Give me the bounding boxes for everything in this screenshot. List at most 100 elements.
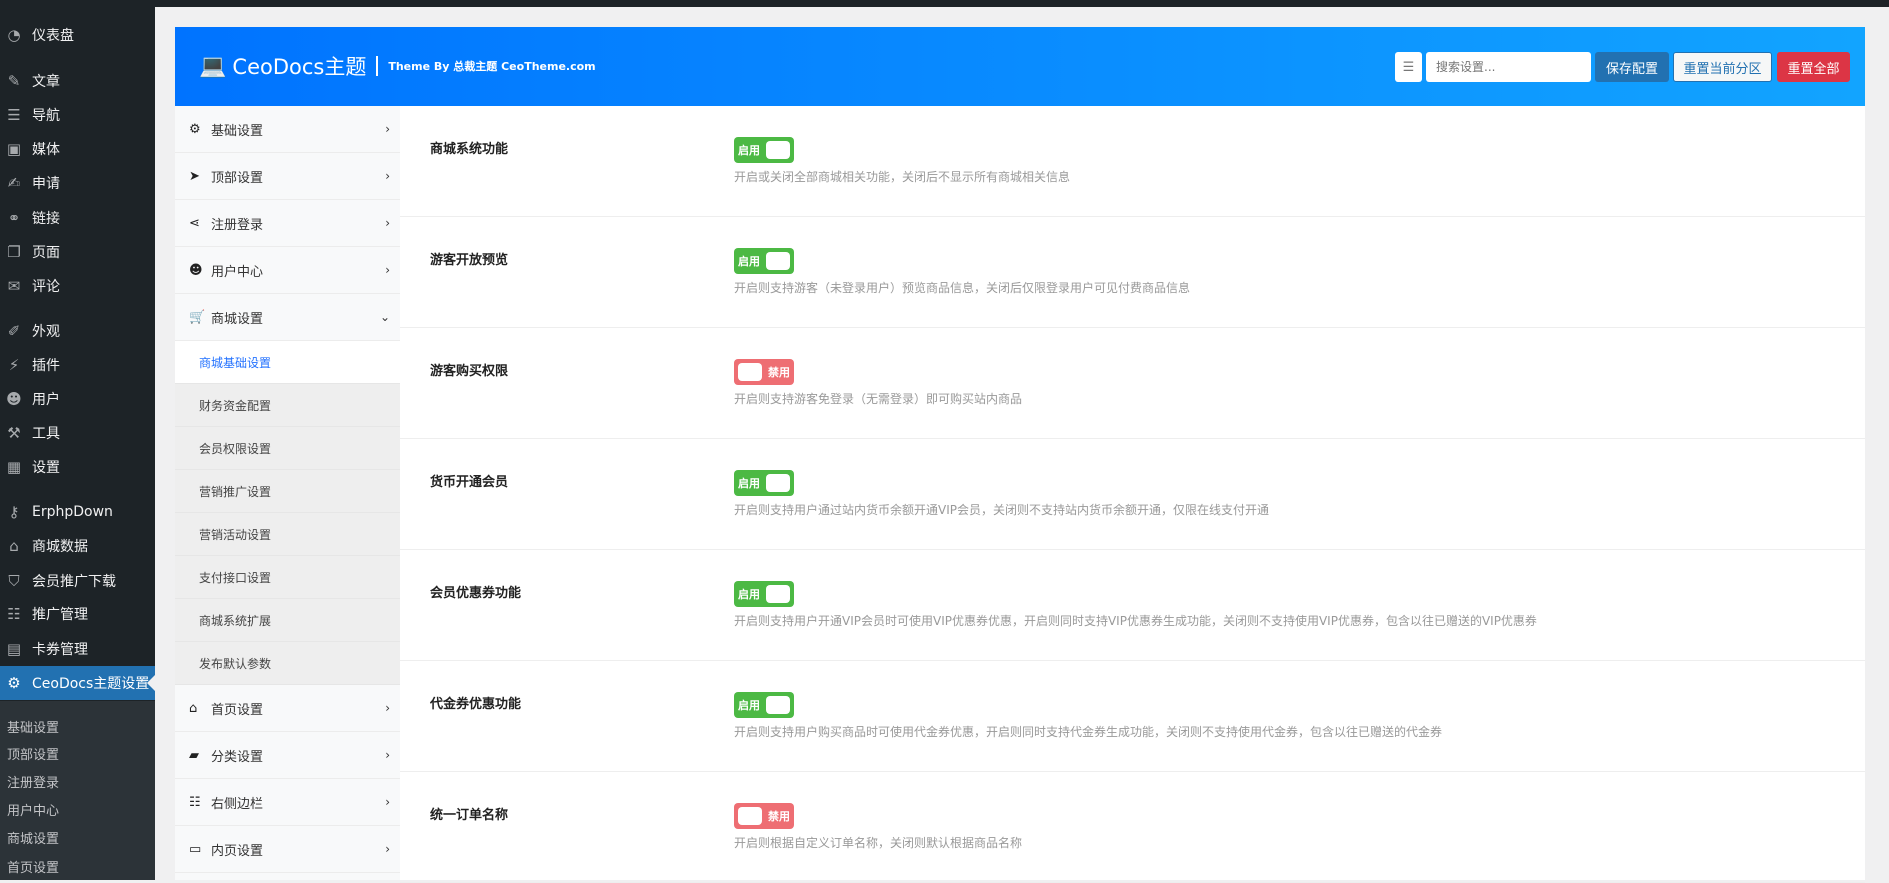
setting-row: 游客购买权限 禁用 开启则支持游客免登录（无需登录）即可购买站内商品 <box>400 328 1865 439</box>
wp-menu-item[interactable]: ✎ 文章 <box>0 64 155 98</box>
wp-submenu-item[interactable]: 首页设置 <box>7 861 60 876</box>
search-input[interactable] <box>1426 52 1591 82</box>
toggle-knob <box>766 696 790 714</box>
toggle-knob <box>766 585 790 603</box>
nav-item[interactable]: ➤ 顶部设置 › <box>175 153 400 200</box>
logo: 💻 CeoDocs主题 Theme By 总裁主题 CeoTheme.com <box>199 51 596 81</box>
media-icon: ▣ <box>6 140 22 158</box>
wp-submenu-item[interactable]: 基础设置 <box>7 721 60 736</box>
wp-menu-item[interactable]: ☰ 导航 <box>0 98 155 132</box>
toggle-label: 启用 <box>738 588 760 601</box>
setting-description: 开启则支持用户通过站内货币余额开通VIP会员，关闭则不支持站内货币余额开通，仅限… <box>734 503 1269 517</box>
wp-menu-item[interactable]: ▤ 卡券管理 <box>0 632 155 666</box>
pin-icon: ✎ <box>7 72 21 90</box>
chevron-right-icon: › <box>385 122 390 136</box>
cart-icon: 🛒 <box>189 309 206 325</box>
ticket-icon: ▤ <box>6 640 22 658</box>
nav-subitem[interactable]: 发布默认参数 <box>175 642 400 685</box>
toggle-switch[interactable]: 禁用 <box>734 359 794 385</box>
wp-submenu-item[interactable]: 顶部设置 <box>7 748 60 763</box>
wp-menu-item[interactable]: ⛉ 会员推广下载 <box>0 564 155 598</box>
toggle-switch[interactable]: 启用 <box>734 248 794 274</box>
toggle-knob <box>738 807 762 825</box>
nav-item[interactable]: ▰ 分类设置 › <box>175 732 400 779</box>
toggle-label: 启用 <box>738 255 760 268</box>
wp-menu-label: 会员推广下载 <box>32 574 116 590</box>
reset-section-button[interactable]: 重置当前分区 <box>1673 52 1772 82</box>
nav-item[interactable]: ☷ 右侧边栏 › <box>175 779 400 826</box>
scrollbar[interactable] <box>1868 7 1889 880</box>
toggle-label: 禁用 <box>768 366 790 379</box>
window-icon: ▭ <box>189 841 202 857</box>
nav-subitem[interactable]: 商城基础设置 <box>175 341 400 384</box>
wp-submenu-item[interactable]: 注册登录 <box>7 776 60 791</box>
wp-menu-label: 外观 <box>32 324 60 340</box>
nav-subitem[interactable]: 营销活动设置 <box>175 513 400 556</box>
wp-menu-item[interactable]: ⚒ 工具 <box>0 416 155 450</box>
wp-menu-item[interactable]: ✐ 外观 <box>0 314 155 348</box>
nav-subitem[interactable]: 营销推广设置 <box>175 470 400 513</box>
setting-row: 商城系统功能 启用 开启或关闭全部商城相关功能，关闭后不显示所有商城相关信息 <box>400 106 1865 217</box>
nav-item-label: 首页设置 <box>211 702 264 718</box>
nav-item[interactable]: ☻ 用户中心 › <box>175 247 400 294</box>
nav-item-label: 分类设置 <box>211 749 264 765</box>
toggle-switch[interactable]: 启用 <box>734 137 794 163</box>
toggle-knob <box>766 252 790 270</box>
edit-icon: ✍ <box>7 174 21 192</box>
wp-menu-item[interactable]: ✍ 申请 <box>0 166 155 200</box>
setting-title: 商城系统功能 <box>430 142 509 157</box>
wp-submenu-item[interactable]: 用户中心 <box>7 804 60 819</box>
wp-menu-label: 评论 <box>32 279 60 295</box>
expand-toggle-button[interactable]: ☰ <box>1395 52 1422 82</box>
nav-subitem[interactable]: 商城系统扩展 <box>175 599 400 642</box>
wp-menu-item[interactable]: ⚙ CeoDocs主题设置 <box>0 666 155 700</box>
wp-submenu: 基础设置顶部设置注册登录用户中心商城设置首页设置 <box>0 701 155 880</box>
wp-menu-item[interactable]: ⌂ 商城数据 <box>0 529 155 563</box>
wp-menu-item[interactable]: ☷ 推广管理 <box>0 597 155 631</box>
wp-menu-item[interactable]: ☻ 用户 <box>0 382 155 416</box>
laptop-icon: 💻 <box>199 53 227 79</box>
toggle-switch[interactable]: 启用 <box>734 470 794 496</box>
nav-item[interactable]: ⚙ 基础设置 › <box>175 106 400 153</box>
nav-subitem[interactable]: 会员权限设置 <box>175 427 400 470</box>
setting-row: 游客开放预览 启用 开启则支持游客（未登录用户）预览商品信息，关闭后仅限登录用户可见… <box>400 217 1865 328</box>
shield-icon: ⛉ <box>8 572 20 590</box>
groups-icon: ☷ <box>7 605 21 623</box>
chevron-right-icon: › <box>385 748 390 762</box>
wp-menu-label: 插件 <box>32 358 60 374</box>
reset-all-button[interactable]: 重置全部 <box>1777 52 1850 82</box>
wp-menu-item[interactable]: ⚡ 插件 <box>0 348 155 382</box>
nav-item[interactable]: ⌂ 首页设置 › <box>175 685 400 732</box>
wp-menu-item[interactable]: ▦ 设置 <box>0 450 155 484</box>
toggle-switch[interactable]: 禁用 <box>734 803 794 829</box>
nav-item[interactable]: ⋖ 注册登录 › <box>175 200 400 247</box>
save-button[interactable]: 保存配置 <box>1595 52 1669 82</box>
toggle-label: 禁用 <box>768 810 790 823</box>
nav-subitem[interactable]: 财务资金配置 <box>175 384 400 427</box>
setting-title: 游客开放预览 <box>430 253 509 268</box>
nav-item[interactable]: ▭ 内页设置 › <box>175 826 400 873</box>
wp-menu-item[interactable]: ⚷ ErphpDown <box>0 495 155 529</box>
home-icon: ⌂ <box>189 700 198 716</box>
wp-submenu-item[interactable]: 商城设置 <box>7 832 60 847</box>
settings-header: 💻 CeoDocs主题 Theme By 总裁主题 CeoTheme.com ☰… <box>175 27 1865 106</box>
admin-bar <box>0 0 1889 7</box>
wp-menu-item[interactable]: ✉ 评论 <box>0 269 155 303</box>
setting-row: 会员优惠券功能 启用 开启则支持用户开通VIP会员时可使用VIP优惠券优惠，开启则同… <box>400 550 1865 661</box>
settings-content: 商城系统功能 启用 开启或关闭全部商城相关功能，关闭后不显示所有商城相关信息 游客开放… <box>400 106 1865 883</box>
wp-menu-item[interactable]: ▣ 媒体 <box>0 132 155 166</box>
nav-item-label: 注册登录 <box>211 217 264 233</box>
toggle-switch[interactable]: 启用 <box>734 581 794 607</box>
nav-item[interactable]: 🛒 商城设置 ⌄ <box>175 294 400 341</box>
user-icon: ☻ <box>189 262 203 278</box>
settings-icon: ▦ <box>6 458 22 476</box>
wp-menu-item[interactable]: ◔ 仪表盘 <box>0 18 155 52</box>
wp-menu-item[interactable]: ⚭ 链接 <box>0 201 155 235</box>
setting-description: 开启则支持用户开通VIP会员时可使用VIP优惠券优惠，开启则同时支持VIP优惠券… <box>734 614 1537 628</box>
nav-item-label: 顶部设置 <box>211 170 264 186</box>
toggle-switch[interactable]: 启用 <box>734 692 794 718</box>
nav-subitem[interactable]: 支付接口设置 <box>175 556 400 599</box>
wp-menu-item[interactable]: ❐ 页面 <box>0 235 155 269</box>
toggle-knob <box>766 474 790 492</box>
nav-item-label: 基础设置 <box>211 123 264 139</box>
